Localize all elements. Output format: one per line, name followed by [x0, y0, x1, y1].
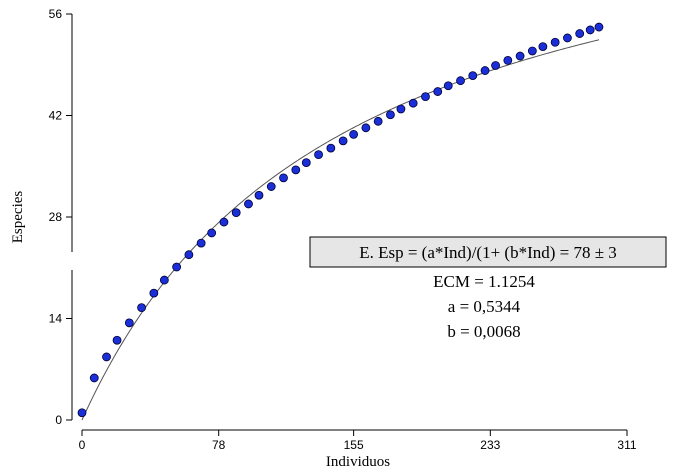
y-tick-label: 14: [49, 312, 63, 326]
data-point: [301, 158, 311, 168]
data-point: [219, 217, 229, 227]
data-point: [172, 262, 182, 272]
data-point: [89, 373, 99, 383]
x-tick-label: 78: [212, 438, 226, 452]
data-point: [349, 129, 359, 139]
data-points: [77, 22, 604, 418]
data-point: [137, 303, 146, 313]
data-point: [421, 92, 430, 102]
data-point: [594, 22, 604, 32]
y-ticks: 0 14 28 42 56: [49, 7, 72, 427]
data-point: [456, 76, 465, 86]
param-b-text: b = 0,0068: [447, 322, 520, 341]
data-point: [396, 104, 406, 114]
x-tick-label: 233: [480, 438, 500, 452]
data-point: [338, 136, 348, 146]
data-point: [550, 37, 560, 47]
data-point: [254, 190, 264, 200]
data-point: [124, 318, 134, 328]
data-point: [326, 143, 336, 153]
data-point: [373, 116, 383, 126]
data-point: [443, 81, 453, 91]
data-point: [563, 33, 572, 43]
x-axis-title: Individuos: [326, 454, 390, 470]
y-tick-label: 28: [49, 210, 63, 224]
data-point: [468, 71, 478, 81]
data-point: [480, 66, 490, 75]
data-point: [515, 51, 525, 61]
x-tick-label: 0: [79, 438, 86, 452]
x-tick-label: 155: [344, 438, 364, 452]
data-point: [184, 250, 194, 260]
data-point: [538, 42, 548, 52]
data-point: [291, 165, 301, 175]
data-point: [159, 275, 169, 285]
data-point: [314, 150, 323, 160]
data-point: [585, 25, 595, 35]
data-point: [149, 288, 159, 298]
ecm-text: ECM = 1.1254: [433, 272, 535, 291]
data-point: [266, 182, 276, 191]
data-point: [527, 46, 537, 56]
data-point: [575, 29, 585, 38]
equation-text: E. Esp = (a*Ind)/(1+ (b*Ind) = 78 ± 3: [359, 243, 617, 262]
data-point: [408, 98, 418, 108]
data-point: [207, 228, 217, 238]
fitted-curve-line: [81, 39, 600, 421]
data-point: [112, 335, 122, 345]
data-point: [231, 208, 241, 218]
data-point: [279, 173, 288, 183]
data-point: [503, 56, 513, 65]
data-point: [361, 123, 371, 133]
param-a-text: a = 0,5344: [448, 297, 521, 316]
data-point: [386, 110, 395, 120]
y-tick-label: 56: [49, 7, 63, 21]
data-point: [244, 199, 253, 209]
y-axis-title: Especies: [10, 191, 26, 244]
x-tick-label: 311: [617, 438, 636, 452]
data-point: [433, 87, 443, 96]
y-tick-label: 42: [49, 109, 63, 123]
data-point: [491, 61, 500, 70]
data-point: [77, 408, 87, 418]
data-point: [196, 238, 206, 248]
equation-annotation: E. Esp = (a*Ind)/(1+ (b*Ind) = 78 ± 3 EC…: [309, 236, 667, 341]
equation-box: [309, 236, 667, 268]
data-point: [102, 352, 111, 362]
x-ticks: 0 78 155 233 311: [79, 430, 637, 452]
y-tick-label: 0: [55, 413, 62, 427]
